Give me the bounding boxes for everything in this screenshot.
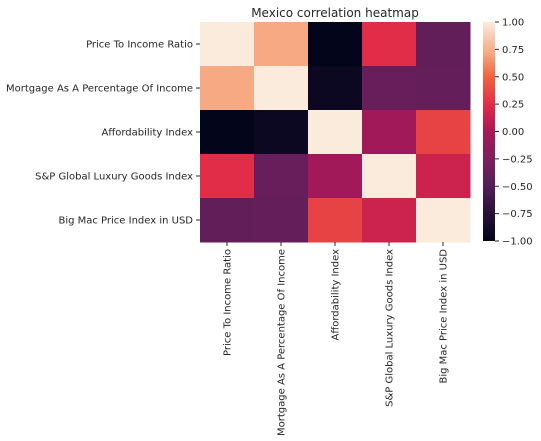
heatmap-cell — [254, 154, 309, 199]
heatmap-cell — [200, 110, 255, 155]
colorbar-tick-label: 0.50 — [502, 72, 524, 83]
chart-title: Mexico correlation heatmap — [251, 6, 419, 20]
heatmap-cell — [254, 110, 309, 155]
heatmap-cell — [308, 22, 363, 67]
colorbar: 1.00 0.75 0.50 0.25 0.00 −0.25 −0.50 −0.75 −1.00 — [483, 18, 533, 248]
row-label: Big Mac Price Index in USD — [58, 216, 193, 227]
heatmap-cell — [200, 154, 255, 199]
heatmap-cell — [308, 154, 363, 199]
heatmap-cell — [362, 22, 417, 67]
heatmap-cell — [308, 110, 363, 155]
heatmap-cell — [254, 198, 309, 243]
heatmap-cells — [200, 22, 471, 243]
heatmap-cell — [200, 66, 255, 111]
row-label: Affordability Index — [102, 128, 194, 139]
column-label: Mortgage As A Percentage Of Income — [277, 249, 288, 436]
heatmap-cell — [362, 66, 417, 111]
column-label: Affordability Index — [331, 249, 342, 341]
heatmap-cell — [254, 66, 309, 111]
colorbar-tick-label: −0.25 — [502, 154, 533, 165]
heatmap-cell — [200, 198, 255, 243]
column-label: S&P Global Luxury Goods Index — [385, 249, 396, 407]
column-labels: Price To Income Ratio Mortgage As A Perce… — [223, 242, 450, 436]
heatmap-cell — [308, 66, 363, 111]
heatmap-cell — [308, 198, 363, 243]
heatmap-cell — [416, 198, 471, 243]
colorbar-tick-label: 0.00 — [502, 127, 524, 138]
row-labels: Price To Income Ratio Mortgage As A Perce… — [6, 40, 200, 227]
heatmap-cell — [416, 22, 471, 67]
column-label: Price To Income Ratio — [223, 249, 234, 356]
row-label: S&P Global Luxury Goods Index — [35, 172, 193, 183]
heatmap-cell — [362, 198, 417, 243]
colorbar-tick-label: −0.75 — [502, 209, 533, 220]
colorbar-tick-label: 0.75 — [502, 45, 524, 56]
heatmap-cell — [362, 110, 417, 155]
colorbar-tick-label: 1.00 — [502, 18, 524, 29]
heatmap-cell — [254, 22, 309, 67]
colorbar-tick-label: −0.50 — [502, 182, 533, 193]
heatmap-cell — [416, 110, 471, 155]
colorbar-tick-label: 0.25 — [502, 100, 524, 111]
row-label: Mortgage As A Percentage Of Income — [6, 84, 193, 95]
heatmap-cell — [416, 66, 471, 111]
row-label: Price To Income Ratio — [86, 40, 193, 51]
colorbar-tick-label: −1.00 — [502, 237, 533, 248]
column-label: Big Mac Price Index in USD — [439, 249, 450, 384]
heatmap-cell — [200, 22, 255, 67]
heatmap-cell — [416, 154, 471, 199]
colorbar-gradient — [483, 22, 495, 241]
heatmap-cell — [362, 154, 417, 199]
